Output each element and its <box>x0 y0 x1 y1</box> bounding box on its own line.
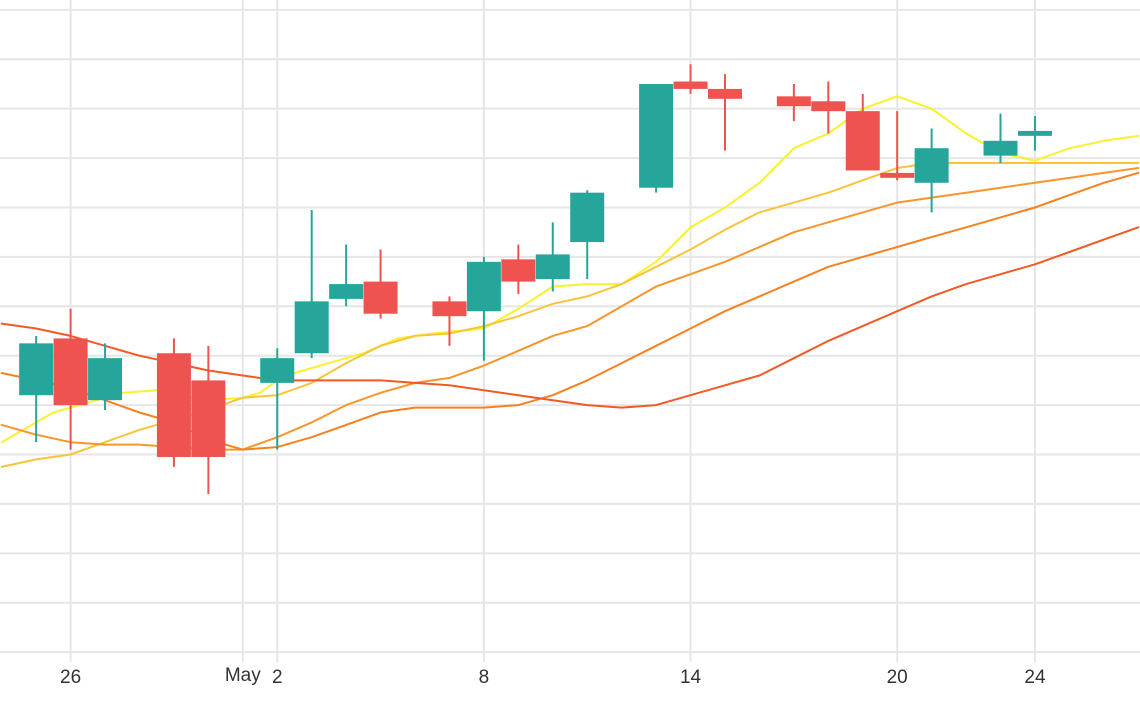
candle-body <box>983 140 1018 156</box>
x-tick-label-20: 20 <box>887 667 908 688</box>
candle-body <box>432 301 467 317</box>
candle-30-down <box>191 345 226 495</box>
candle-37-down <box>432 296 467 346</box>
candle-38-up <box>466 256 501 361</box>
candle-39-down <box>501 244 536 294</box>
candle-44-down <box>673 64 708 94</box>
candle-53-up <box>983 113 1018 164</box>
candle-51-up <box>914 128 949 213</box>
moving-averages <box>0 95 1140 468</box>
candle-body <box>53 338 88 406</box>
moving-average-line-5 <box>0 226 1140 409</box>
x-tick-label-24: 24 <box>1024 667 1046 688</box>
candle-body <box>191 380 226 457</box>
candle-body <box>466 261 501 312</box>
candle-body <box>845 111 880 171</box>
candle-body <box>260 358 295 383</box>
moving-average-line-1 <box>0 95 1140 444</box>
candle-34-up <box>329 244 364 307</box>
candle-27-up <box>88 343 123 411</box>
candle-43-up <box>639 83 674 193</box>
candle-body <box>639 83 674 188</box>
candle-54-up <box>1017 116 1052 151</box>
x-tick-label-2: 2 <box>272 667 283 688</box>
candle-body <box>776 96 811 107</box>
candle-body <box>673 81 708 89</box>
candle-body <box>19 343 54 396</box>
candle-50-down <box>880 111 915 181</box>
candles <box>19 64 1052 495</box>
candle-33-up <box>294 209 329 359</box>
candle-body <box>329 284 364 299</box>
x-tick-label-14: 14 <box>680 667 702 688</box>
moving-average-line-2 <box>0 162 1140 468</box>
candle-body <box>88 358 123 401</box>
candle-35-down <box>363 249 398 319</box>
candle-41-up <box>570 190 605 280</box>
candle-body <box>570 192 605 243</box>
candle-26-down <box>53 308 88 450</box>
candle-body <box>811 101 846 112</box>
candle-body <box>156 353 191 457</box>
x-tick-label-may: May <box>225 665 261 686</box>
candle-47-down <box>776 83 811 122</box>
candle-40-up <box>535 222 570 292</box>
candle-45-down <box>707 74 742 151</box>
candle-body <box>501 259 536 282</box>
candle-body <box>1017 130 1052 136</box>
x-tick-label-8: 8 <box>479 667 490 688</box>
x-tick-label-26: 26 <box>60 667 81 688</box>
candle-body <box>363 281 398 314</box>
candle-32-up <box>260 348 295 450</box>
moving-average-line-4 <box>0 171 1140 451</box>
candle-body <box>880 172 915 178</box>
x-axis-ticks: 26 May 2 8 14 20 24 <box>60 665 1046 688</box>
candle-49-down <box>845 93 880 171</box>
candle-29-down <box>156 338 191 467</box>
candle-body <box>294 301 329 354</box>
candle-body <box>535 254 570 280</box>
candle-48-down <box>811 81 846 134</box>
candle-body <box>707 88 742 99</box>
candle-body <box>914 148 949 183</box>
moving-average-line-3 <box>0 167 1140 451</box>
candle-25-up <box>19 335 54 443</box>
